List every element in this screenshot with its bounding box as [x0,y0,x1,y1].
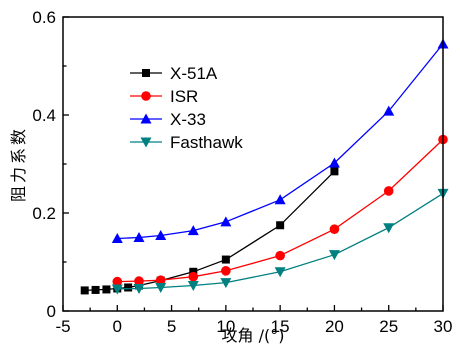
legend-label: X-33 [170,110,206,129]
series [80,38,449,295]
x-tick-label: 20 [325,317,344,336]
data-point-isr [221,266,231,276]
series-fasthawk [111,188,449,295]
data-point-x-51a [221,255,230,264]
data-point-fasthawk [274,267,286,278]
legend-marker [140,137,152,148]
x-axis-label: 攻角 /(°) [222,326,285,345]
plot-frame [62,16,444,312]
data-point-x-33 [383,105,395,116]
data-point-x-33 [155,230,167,241]
data-point-x-33 [187,225,199,236]
data-point-isr [188,271,199,282]
data-point-x-33 [274,194,286,205]
y-tick-label: 0.6 [32,8,56,27]
data-point-x-51a [102,285,111,294]
legend-marker [142,69,150,77]
data-point-x-51a [189,267,198,276]
data-point-isr [275,250,285,261]
data-point-x-51a [330,167,339,176]
legend-marker [141,91,151,101]
x-tick-label: 0 [113,317,122,336]
x-tick-label: 5 [167,317,176,336]
data-point-fasthawk [383,223,395,234]
data-point-fasthawk [220,278,232,289]
x-tick-label: 30 [434,317,453,336]
legend-entry-x-33: X-33 [130,110,206,129]
data-point-x-51a [80,286,89,295]
data-point-isr [112,276,123,287]
y-tick-label: 0.4 [32,106,56,125]
data-point-fasthawk [111,284,123,295]
data-point-isr [155,275,166,285]
series-line-x-33 [117,43,444,240]
legend-entry-isr: ISR [130,87,198,106]
legend-label: ISR [170,87,198,106]
x-tick-label: 10 [216,317,235,336]
data-point-fasthawk [155,282,167,293]
data-point-isr [383,186,394,196]
y-axis-label: 阻力系数 [9,126,28,202]
x-tick-label: 15 [271,317,290,336]
legend: X-51A ISR X-33 Fasthawk [130,64,243,152]
data-point-fasthawk [328,250,340,261]
legend-entry-fasthawk: Fasthawk [130,133,243,152]
data-point-x-51a [91,285,100,294]
data-point-x-33 [220,216,232,227]
data-point-x-51a [276,221,285,230]
data-point-x-33 [111,232,123,243]
legend-label: Fasthawk [170,133,243,152]
series-x-33 [111,38,449,243]
y-tick-label: 0.2 [32,204,56,223]
data-point-x-51a [124,283,133,292]
data-point-fasthawk [187,281,199,292]
data-point-x-33 [328,157,340,168]
data-point-isr [134,276,144,286]
data-point-fasthawk [133,283,145,294]
series-isr [112,134,448,287]
legend-marker [140,113,152,124]
y-tick-label: 0 [47,302,56,321]
data-point-isr [329,224,340,234]
legend-label: X-51A [170,64,218,83]
data-point-x-33 [133,232,145,242]
legend-entry-x-51a: X-51A [130,64,218,83]
x-tick-label: 25 [379,317,398,336]
x-tick-label: -5 [55,317,70,336]
